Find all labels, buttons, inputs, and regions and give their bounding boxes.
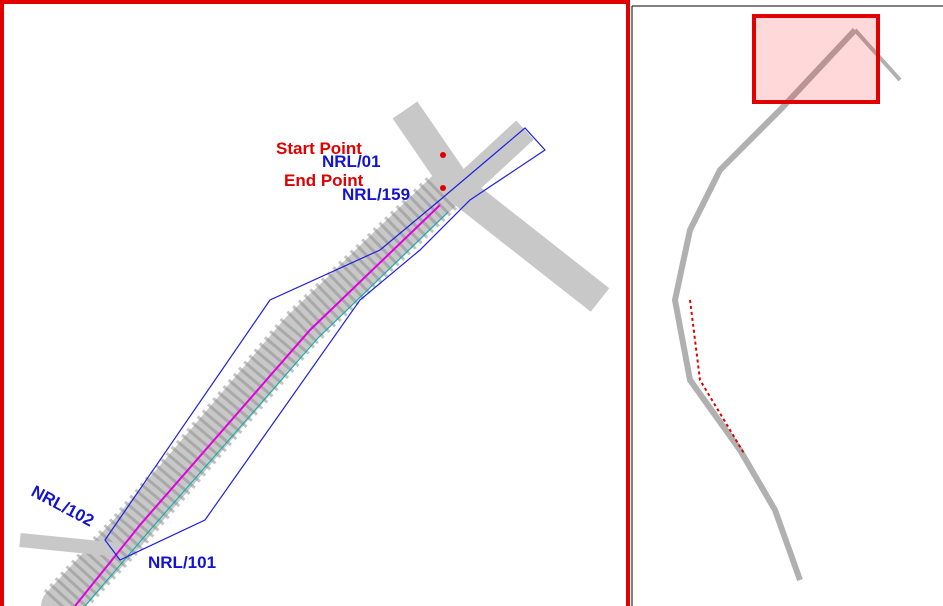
viewport-indicator[interactable] <box>754 16 878 102</box>
node-label: NRL/01 <box>322 152 381 171</box>
node-label: NRL/159 <box>342 185 410 204</box>
node-label: NRL/101 <box>148 553 216 572</box>
map-view: Start Point NRL/01 End Point NRL/159 NRL… <box>0 0 943 606</box>
side-road <box>20 540 120 550</box>
end-marker <box>440 185 446 191</box>
start-marker <box>440 152 446 158</box>
